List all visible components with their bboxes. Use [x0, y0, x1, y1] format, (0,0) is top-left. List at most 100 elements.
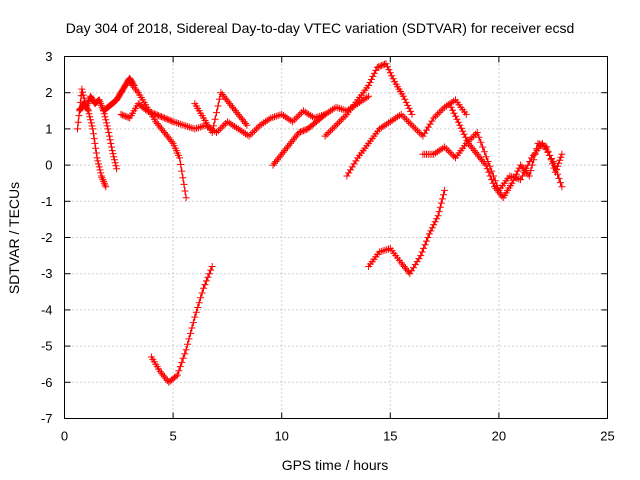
y-axis-label: SDTVAR / TECUs — [6, 182, 22, 294]
data-point-interp — [213, 109, 220, 117]
data-point-interp — [120, 112, 128, 120]
data-point-interp — [475, 152, 483, 160]
data-point-interp — [236, 112, 244, 120]
data-point-interp — [385, 245, 392, 253]
data-point-interp — [330, 123, 338, 131]
data-point — [321, 110, 329, 118]
data-point — [113, 165, 121, 173]
data-point-interp — [526, 158, 534, 165]
data-point-interp — [377, 124, 385, 132]
data-point-interp — [231, 107, 239, 115]
data-point-interp — [459, 127, 467, 135]
data-point — [234, 110, 242, 118]
data-point — [473, 129, 481, 136]
data-point-interp — [227, 120, 235, 128]
data-point-interp — [156, 112, 164, 120]
data-point — [245, 132, 253, 140]
data-point — [180, 121, 188, 129]
data-point-interp — [413, 258, 421, 266]
y-tick-label: -2 — [41, 230, 53, 245]
data-point-interp — [166, 117, 174, 124]
data-point-interp — [243, 131, 251, 139]
data-point — [456, 121, 464, 129]
data-point-interp — [439, 105, 447, 113]
data-point-interp — [159, 113, 167, 121]
data-point-interp — [348, 163, 356, 171]
data-point-interp — [220, 92, 228, 100]
data-point-interp — [440, 191, 447, 199]
data-point-interp — [328, 106, 336, 114]
x-tick-label: 5 — [169, 429, 176, 444]
data-point-interp — [100, 179, 108, 187]
data-point-interp — [298, 127, 306, 135]
data-point-interp — [379, 61, 387, 69]
data-point-interp — [215, 95, 223, 103]
data-point-interp — [336, 104, 344, 112]
data-point-interp — [158, 113, 165, 121]
data-point-interp — [350, 160, 358, 168]
y-tick-label: -6 — [41, 375, 53, 390]
data-point-interp — [437, 145, 445, 153]
data-point — [462, 110, 470, 118]
data-point — [551, 168, 559, 176]
data-point-interp — [292, 132, 300, 140]
data-point-interp — [402, 98, 410, 106]
data-point-interp — [399, 112, 407, 120]
data-point-interp — [538, 141, 546, 149]
data-point — [543, 143, 551, 151]
data-point-interp — [240, 129, 248, 136]
data-point — [176, 154, 184, 162]
data-point-interp — [292, 114, 300, 122]
y-tick-label: 0 — [45, 158, 52, 173]
data-point-interp — [375, 63, 383, 71]
data-point-interp — [74, 118, 82, 126]
data-point — [434, 212, 442, 220]
data-point-interp — [383, 63, 391, 71]
y-tick-label: -3 — [41, 266, 53, 281]
data-point-interp — [97, 100, 105, 108]
data-point-interp — [431, 218, 439, 226]
data-point-interp — [479, 158, 487, 165]
data-point-interp — [412, 125, 420, 133]
data-point — [182, 346, 190, 354]
data-point-interp — [175, 367, 183, 375]
data-point-interp — [508, 173, 516, 181]
data-point-interp — [428, 117, 436, 125]
data-point-interp — [492, 185, 500, 193]
data-point-interp — [185, 335, 193, 343]
data-point-interp — [476, 154, 484, 162]
data-point — [89, 125, 97, 133]
grid — [64, 56, 608, 419]
series-track-g — [191, 89, 251, 136]
data-point-interp — [202, 277, 210, 285]
data-point — [95, 96, 103, 104]
data-point-interp — [404, 268, 412, 276]
data-point-interp — [156, 123, 164, 131]
axis-ticks: 0 5 10 15 20 25 -7 -6 -5 -4 -3 -2 -1 0 1 2 3 — [41, 49, 615, 444]
data-point-interp — [347, 166, 354, 174]
data-point — [200, 284, 207, 292]
series-track-e — [126, 78, 190, 202]
data-point-interp — [263, 117, 271, 124]
data-point-interp — [87, 119, 95, 127]
data-point-interp — [411, 261, 419, 269]
data-point-interp — [168, 117, 176, 125]
data-point-interp — [299, 127, 307, 135]
data-point — [419, 132, 427, 140]
data-point-interp — [269, 113, 277, 121]
data-point-interp — [471, 130, 479, 138]
data-point-interp — [211, 115, 219, 123]
data-point-interp — [218, 123, 226, 131]
data-point-interp — [449, 106, 457, 114]
data-point-interp — [265, 115, 273, 123]
data-point-interp — [194, 124, 202, 132]
data-point-interp — [163, 132, 171, 140]
data-point-interp — [511, 173, 519, 181]
data-point-interp — [273, 156, 281, 164]
data-point-interp — [177, 161, 185, 168]
data-point-interp — [111, 156, 118, 164]
data-point-interp — [475, 133, 483, 141]
data-point-interp — [285, 141, 293, 149]
data-point-interp — [363, 94, 371, 101]
data-point-interp — [158, 369, 165, 377]
